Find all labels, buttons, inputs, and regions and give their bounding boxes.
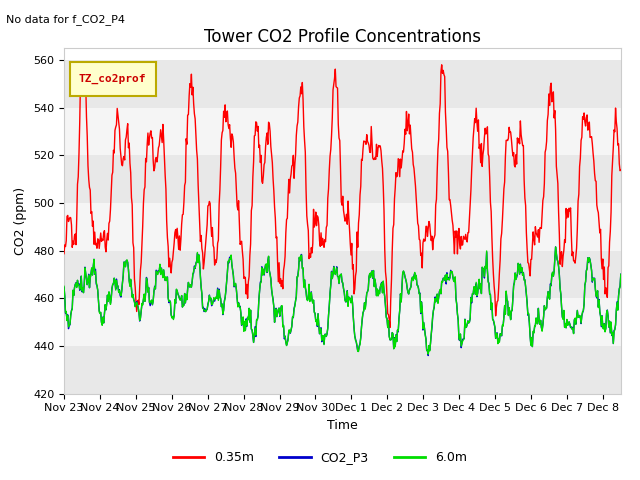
Bar xyxy=(64,298,621,346)
Bar xyxy=(64,60,621,108)
Bar xyxy=(64,251,621,298)
Bar xyxy=(64,155,621,203)
Title: Tower CO2 Profile Concentrations: Tower CO2 Profile Concentrations xyxy=(204,28,481,47)
Bar xyxy=(64,346,621,394)
Legend: 0.35m, CO2_P3, 6.0m: 0.35m, CO2_P3, 6.0m xyxy=(168,446,472,469)
Bar xyxy=(64,108,621,155)
Bar xyxy=(64,203,621,251)
Y-axis label: CO2 (ppm): CO2 (ppm) xyxy=(15,187,28,255)
X-axis label: Time: Time xyxy=(327,419,358,432)
Text: No data for f_CO2_P4: No data for f_CO2_P4 xyxy=(6,14,125,25)
